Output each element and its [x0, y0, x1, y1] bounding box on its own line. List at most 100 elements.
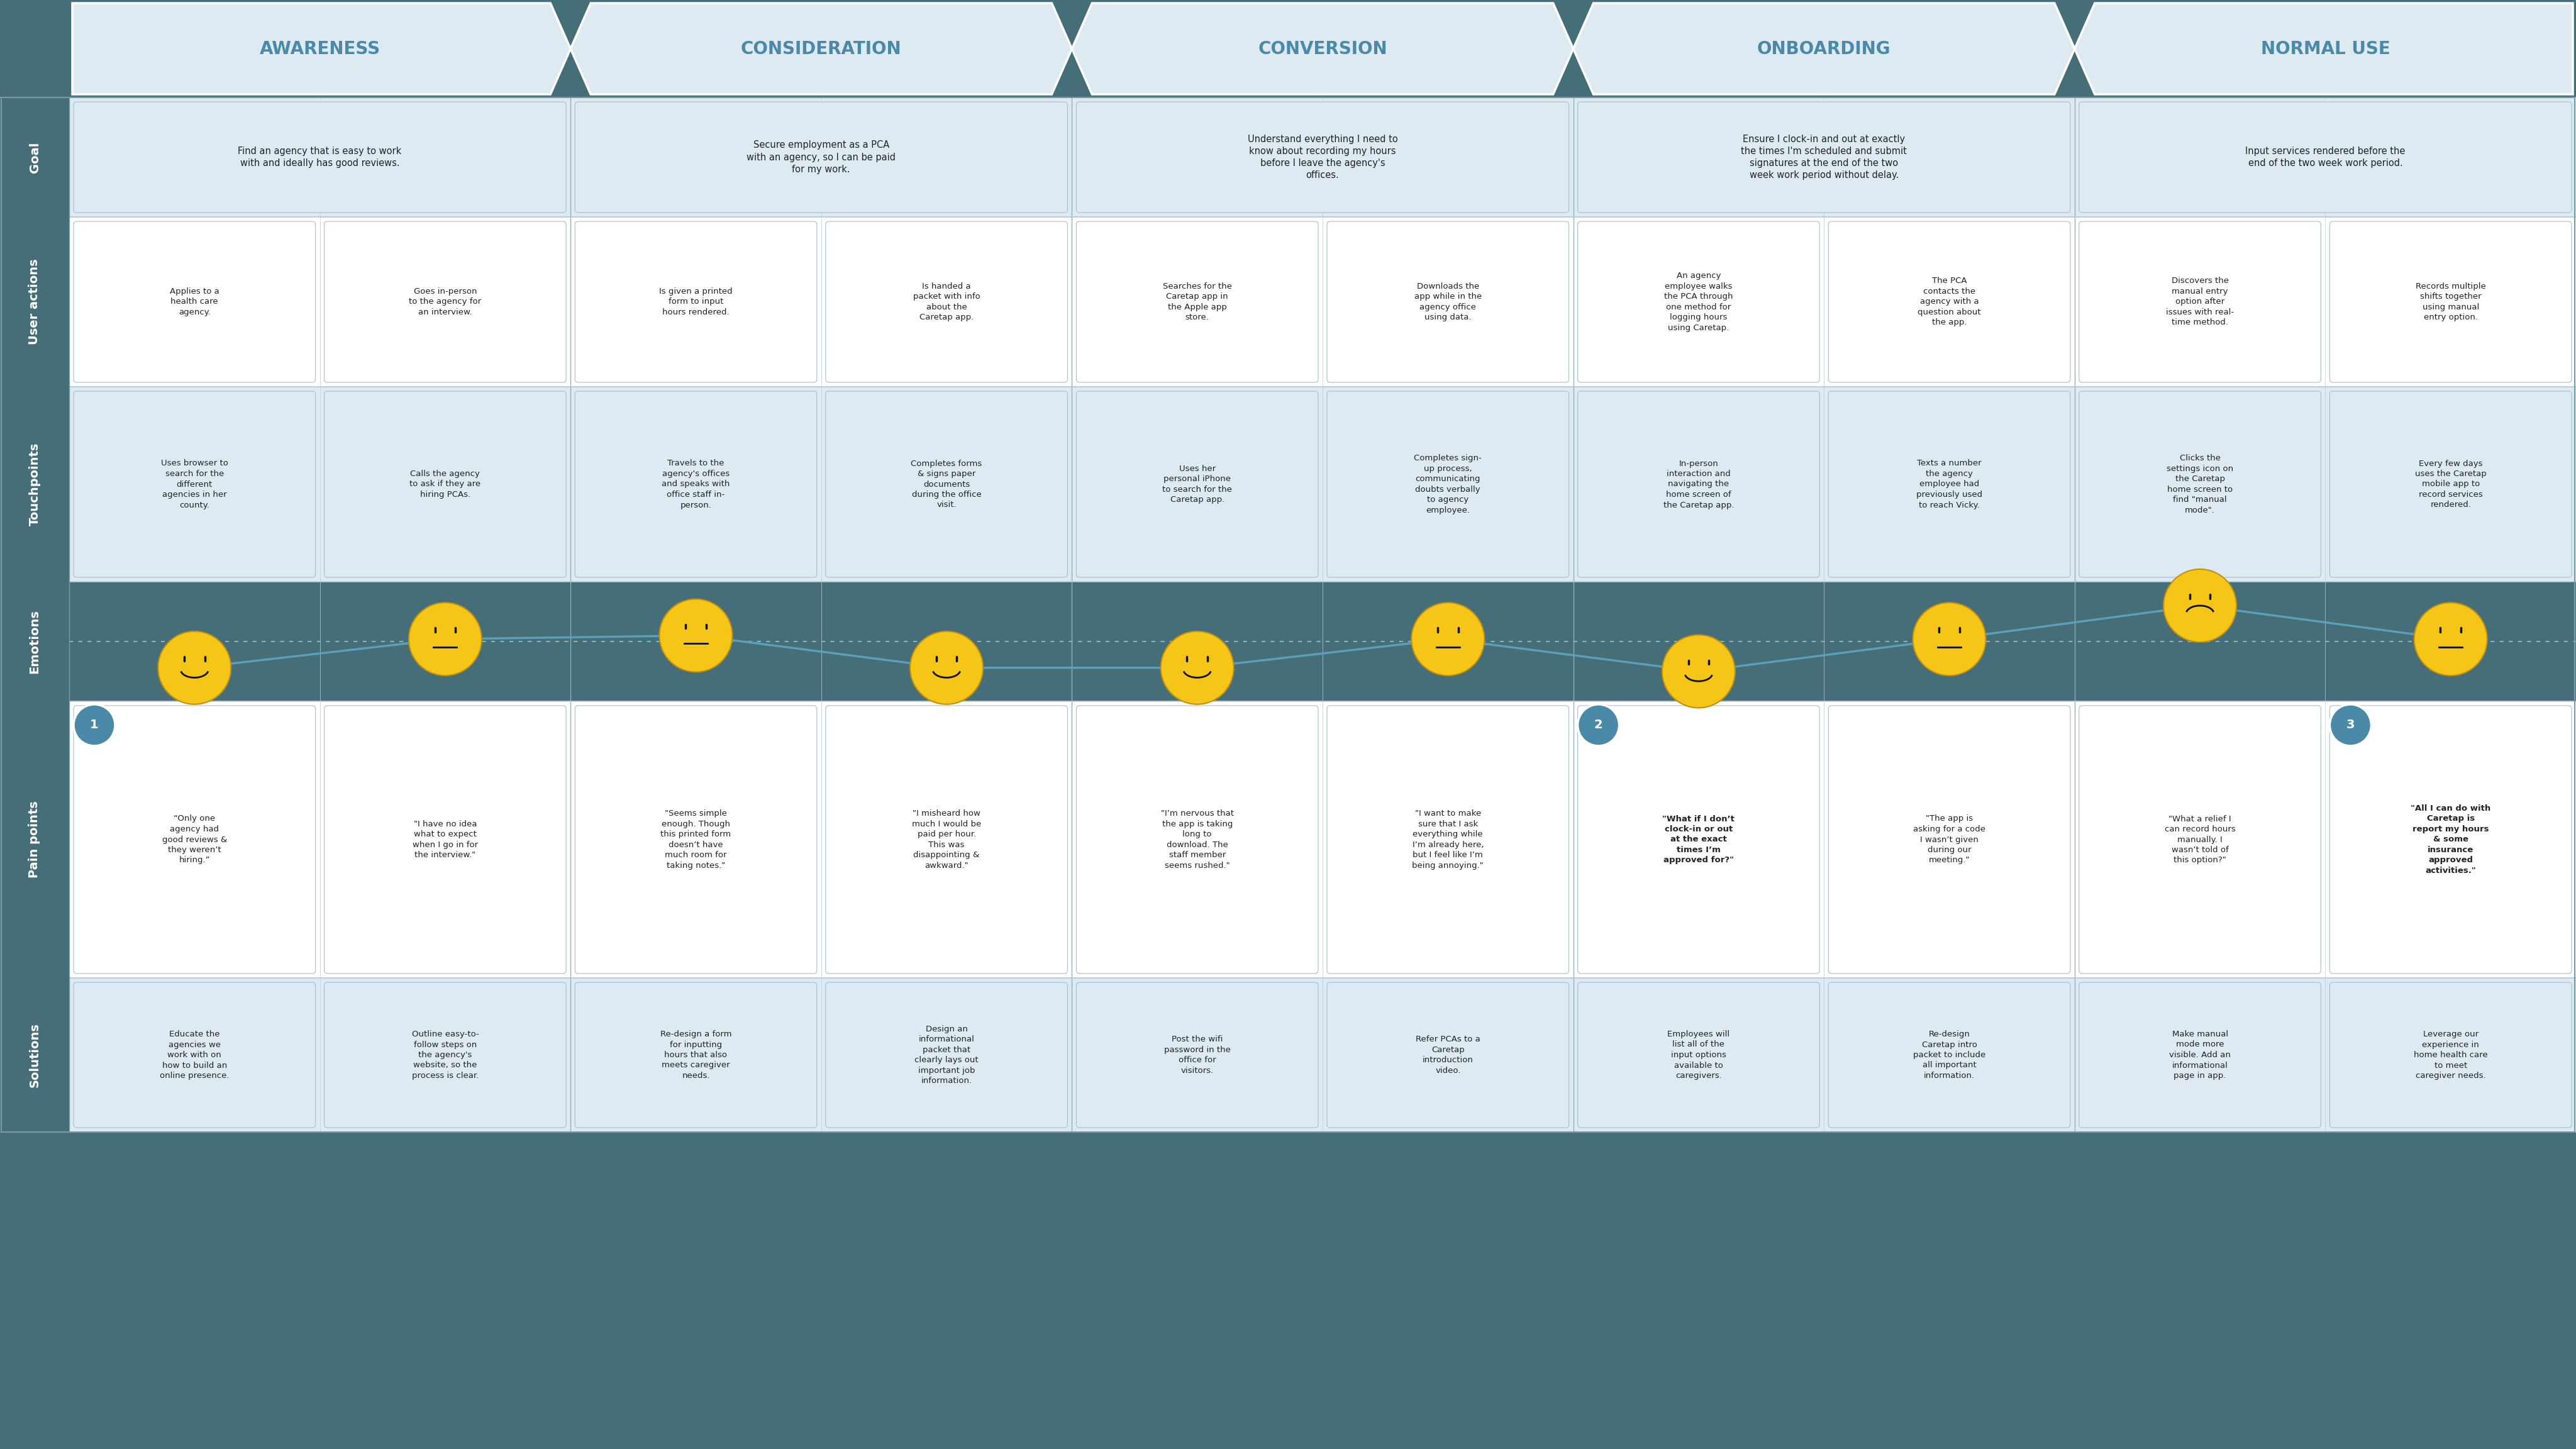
- FancyBboxPatch shape: [574, 222, 817, 383]
- Text: Every few days
uses the Caretap
mobile app to
record services
rendered.: Every few days uses the Caretap mobile a…: [2414, 459, 2486, 509]
- FancyBboxPatch shape: [2079, 982, 2321, 1127]
- FancyBboxPatch shape: [1327, 222, 1569, 383]
- FancyBboxPatch shape: [325, 222, 567, 383]
- Text: Educate the
agencies we
work with on
how to build an
online presence.: Educate the agencies we work with on how…: [160, 1030, 229, 1080]
- FancyBboxPatch shape: [2079, 222, 2321, 383]
- FancyBboxPatch shape: [827, 982, 1066, 1127]
- FancyBboxPatch shape: [1577, 391, 1819, 577]
- Bar: [0, 97, 70, 217]
- Text: Goes in-person
to the agency for
an interview.: Goes in-person to the agency for an inte…: [410, 287, 482, 316]
- Text: Applies to a
health care
agency.: Applies to a health care agency.: [170, 287, 219, 316]
- Ellipse shape: [157, 632, 232, 704]
- FancyBboxPatch shape: [1829, 391, 2071, 577]
- FancyBboxPatch shape: [1077, 391, 1319, 577]
- Ellipse shape: [1162, 632, 1234, 704]
- Text: Records multiple
shifts together
using manual
entry option.: Records multiple shifts together using m…: [2416, 283, 2486, 322]
- FancyBboxPatch shape: [574, 706, 817, 974]
- FancyBboxPatch shape: [1577, 222, 1819, 383]
- Bar: [0, 387, 2576, 581]
- FancyBboxPatch shape: [1577, 706, 1819, 974]
- Text: "What if I don’t
clock-in or out
at the exact
times I’m
approved for?": "What if I don’t clock-in or out at the …: [1662, 814, 1734, 865]
- Text: CONSIDERATION: CONSIDERATION: [742, 41, 902, 58]
- Bar: [0, 978, 2576, 1132]
- Bar: [0, 581, 2576, 701]
- FancyBboxPatch shape: [1577, 101, 2071, 213]
- Ellipse shape: [410, 603, 482, 675]
- Text: NORMAL USE: NORMAL USE: [2262, 41, 2391, 58]
- Text: "What a relief I
can record hours
manually. I
wasn’t told of
this option?": "What a relief I can record hours manual…: [2164, 814, 2236, 865]
- Text: Texts a number
the agency
employee had
previously used
to reach Vicky.: Texts a number the agency employee had p…: [1917, 459, 1984, 509]
- Polygon shape: [569, 3, 1072, 94]
- Text: 1: 1: [90, 719, 98, 732]
- Text: "I misheard how
much I would be
paid per hour.
This was
disappointing &
awkward.: "I misheard how much I would be paid per…: [912, 810, 981, 869]
- FancyBboxPatch shape: [325, 706, 567, 974]
- Bar: [0, 217, 70, 387]
- FancyBboxPatch shape: [1829, 982, 2071, 1127]
- FancyBboxPatch shape: [75, 391, 314, 577]
- Polygon shape: [72, 3, 569, 94]
- Text: Outline easy-to-
follow steps on
the agency's
website, so the
process is clear.: Outline easy-to- follow steps on the age…: [412, 1030, 479, 1080]
- Bar: [0, 217, 2576, 387]
- Circle shape: [2329, 704, 2372, 746]
- Text: The PCA
contacts the
agency with a
question about
the app.: The PCA contacts the agency with a quest…: [1917, 277, 1981, 326]
- Bar: [0, 701, 2576, 978]
- Bar: [0, 581, 70, 701]
- Text: Re-design
Caretap intro
packet to include
all important
information.: Re-design Caretap intro packet to includ…: [1914, 1030, 1986, 1080]
- FancyBboxPatch shape: [827, 391, 1066, 577]
- FancyBboxPatch shape: [574, 982, 817, 1127]
- Text: Find an agency that is easy to work
with and ideally has good reviews.: Find an agency that is easy to work with…: [237, 146, 402, 168]
- FancyBboxPatch shape: [2079, 706, 2321, 974]
- FancyBboxPatch shape: [1577, 982, 1819, 1127]
- FancyBboxPatch shape: [2329, 391, 2571, 577]
- FancyBboxPatch shape: [75, 101, 567, 213]
- Bar: [0, 97, 2576, 217]
- Text: Understand everything I need to
know about recording my hours
before I leave the: Understand everything I need to know abo…: [1247, 135, 1399, 180]
- Text: AWARENESS: AWARENESS: [260, 41, 381, 58]
- FancyBboxPatch shape: [2079, 101, 2571, 213]
- Text: 2: 2: [1595, 719, 1602, 732]
- Text: "I have no idea
what to expect
when I go in for
the interview.": "I have no idea what to expect when I go…: [412, 820, 479, 859]
- Text: Leverage our
experience in
home health care
to meet
caregiver needs.: Leverage our experience in home health c…: [2414, 1030, 2488, 1080]
- Ellipse shape: [1412, 603, 1484, 675]
- Text: "The app is
asking for a code
I wasn’t given
during our
meeting.": "The app is asking for a code I wasn’t g…: [1914, 814, 1986, 865]
- Ellipse shape: [2164, 569, 2236, 642]
- Text: Pain points: Pain points: [28, 801, 41, 878]
- FancyBboxPatch shape: [1327, 391, 1569, 577]
- Circle shape: [1577, 704, 1620, 746]
- FancyBboxPatch shape: [1327, 982, 1569, 1127]
- Text: Re-design a form
for inputting
hours that also
meets caregiver
needs.: Re-design a form for inputting hours tha…: [659, 1030, 732, 1080]
- FancyBboxPatch shape: [75, 982, 314, 1127]
- FancyBboxPatch shape: [75, 222, 314, 383]
- FancyBboxPatch shape: [1829, 222, 2071, 383]
- FancyBboxPatch shape: [574, 101, 1066, 213]
- Text: An agency
employee walks
the PCA through
one method for
logging hours
using Care: An agency employee walks the PCA through…: [1664, 272, 1734, 332]
- Text: Uses her
personal iPhone
to search for the
Caretap app.: Uses her personal iPhone to search for t…: [1162, 465, 1231, 504]
- Text: "Seems simple
enough. Though
this printed form
doesn’t have
much room for
taking: "Seems simple enough. Though this printe…: [659, 810, 732, 869]
- FancyBboxPatch shape: [2329, 982, 2571, 1127]
- Text: Refer PCAs to a
Caretap
introduction
video.: Refer PCAs to a Caretap introduction vid…: [1417, 1036, 1481, 1075]
- Bar: [0, 701, 70, 978]
- Ellipse shape: [2414, 603, 2488, 675]
- Text: ONBOARDING: ONBOARDING: [1757, 41, 1891, 58]
- Text: In-person
interaction and
navigating the
home screen of
the Caretap app.: In-person interaction and navigating the…: [1664, 459, 1734, 509]
- Text: Emotions: Emotions: [28, 610, 41, 674]
- Text: Discovers the
manual entry
option after
issues with real-
time method.: Discovers the manual entry option after …: [2166, 277, 2233, 326]
- Text: “Only one
agency had
good reviews &
they weren’t
hiring.”: “Only one agency had good reviews & they…: [162, 814, 227, 865]
- Text: "All I can do with
Caretap is
report my hours
& some
insurance
approved
activiti: "All I can do with Caretap is report my …: [2411, 804, 2491, 875]
- Text: Solutions: Solutions: [28, 1023, 41, 1087]
- FancyBboxPatch shape: [2079, 391, 2321, 577]
- Text: Secure employment as a PCA
with an agency, so I can be paid
for my work.: Secure employment as a PCA with an agenc…: [747, 141, 896, 174]
- FancyBboxPatch shape: [325, 391, 567, 577]
- FancyBboxPatch shape: [827, 706, 1066, 974]
- FancyBboxPatch shape: [75, 706, 314, 974]
- Text: Post the wifi
password in the
office for
visitors.: Post the wifi password in the office for…: [1164, 1036, 1231, 1075]
- Text: CONVERSION: CONVERSION: [1257, 41, 1388, 58]
- Ellipse shape: [659, 598, 732, 672]
- FancyBboxPatch shape: [325, 982, 567, 1127]
- Text: "I’m nervous that
the app is taking
long to
download. The
staff member
seems rus: "I’m nervous that the app is taking long…: [1162, 810, 1234, 869]
- FancyBboxPatch shape: [1077, 101, 1569, 213]
- Text: Calls the agency
to ask if they are
hiring PCAs.: Calls the agency to ask if they are hiri…: [410, 469, 482, 498]
- Text: Is given a printed
form to input
hours rendered.: Is given a printed form to input hours r…: [659, 287, 732, 316]
- Text: Input services rendered before the
end of the two week work period.: Input services rendered before the end o…: [2246, 146, 2406, 168]
- Text: Ensure I clock-in and out at exactly
the times I'm scheduled and submit
signatur: Ensure I clock-in and out at exactly the…: [1741, 135, 1906, 180]
